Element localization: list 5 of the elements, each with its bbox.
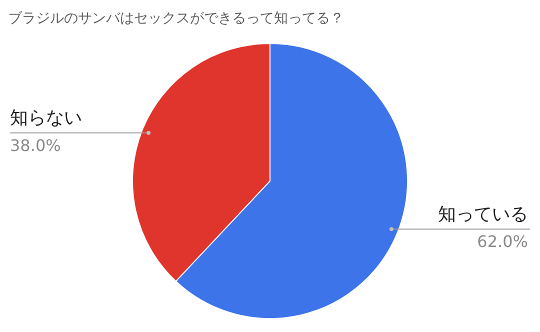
chart-title: ブラジルのサンバはセックスができるって知ってる？	[8, 10, 344, 27]
data-label: 62.0%	[477, 232, 528, 252]
slice-label: 知らない	[10, 108, 82, 129]
slice-label: 知っている	[438, 204, 528, 225]
data-label: 38.0%	[10, 136, 61, 156]
